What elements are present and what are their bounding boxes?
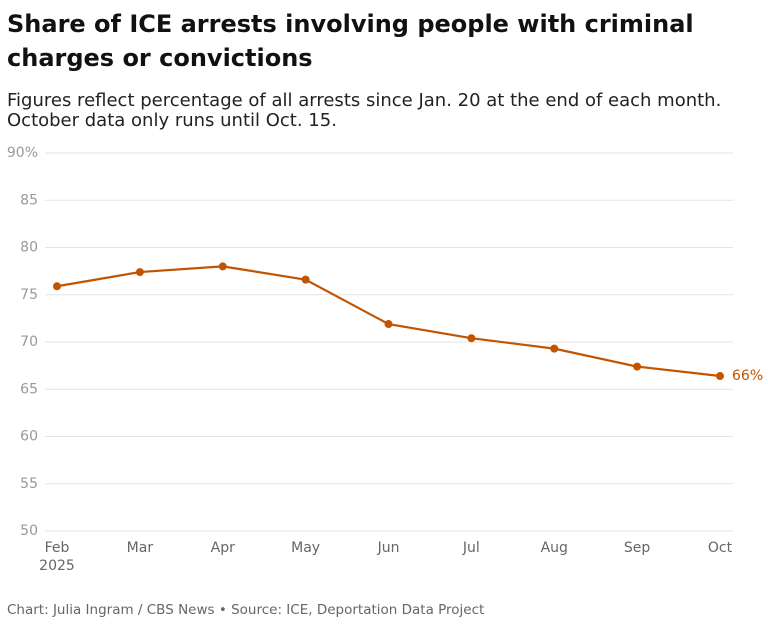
y-tick-label: 75 [20, 287, 38, 303]
y-tick-label: 70 [20, 334, 38, 350]
point [301, 275, 310, 284]
point [135, 268, 144, 277]
x-tick-label: Aug [541, 540, 568, 556]
point [550, 344, 559, 353]
value-label: 66% [732, 368, 763, 384]
x-tick-label: Mar [127, 540, 154, 556]
x-year-label: 2025 [39, 558, 75, 574]
x-tick-label: Apr [211, 540, 235, 556]
y-tick-label: 55 [20, 476, 38, 492]
x-tick-label: May [291, 540, 320, 556]
point [467, 334, 476, 343]
x-tick-label: Jun [377, 540, 400, 556]
x-tick-label: Oct [708, 540, 733, 556]
x-tick-label: Jul [462, 540, 480, 556]
x-tick-label: Sep [624, 540, 651, 556]
chart-subtitle: Figures reflect percentage of all arrest… [7, 90, 721, 131]
chart-title-line: Share of ICE arrests involving people wi… [7, 10, 694, 38]
chart-title: Share of ICE arrests involving people wi… [7, 10, 694, 72]
footer: Chart: Julia Ingram / CBS News • Source:… [7, 602, 484, 618]
point [384, 320, 393, 329]
point [53, 282, 61, 291]
point [218, 262, 227, 271]
chart-subtitle-line: October data only runs until Oct. 15. [7, 110, 337, 131]
y-tick-label: 85 [20, 192, 38, 208]
x-tick-label: Feb [45, 540, 70, 556]
y-tick-label: 80 [20, 240, 38, 256]
chart-subtitle-line: Figures reflect percentage of all arrest… [7, 90, 721, 111]
chart-title-line: charges or convictions [7, 44, 313, 72]
y-tick-label: 50 [20, 523, 38, 539]
point [716, 372, 724, 381]
y-tick-label: 65 [20, 381, 38, 397]
y-tick-label: 60 [20, 429, 38, 445]
y-tick-label: 90% [7, 145, 38, 161]
point [633, 362, 642, 371]
